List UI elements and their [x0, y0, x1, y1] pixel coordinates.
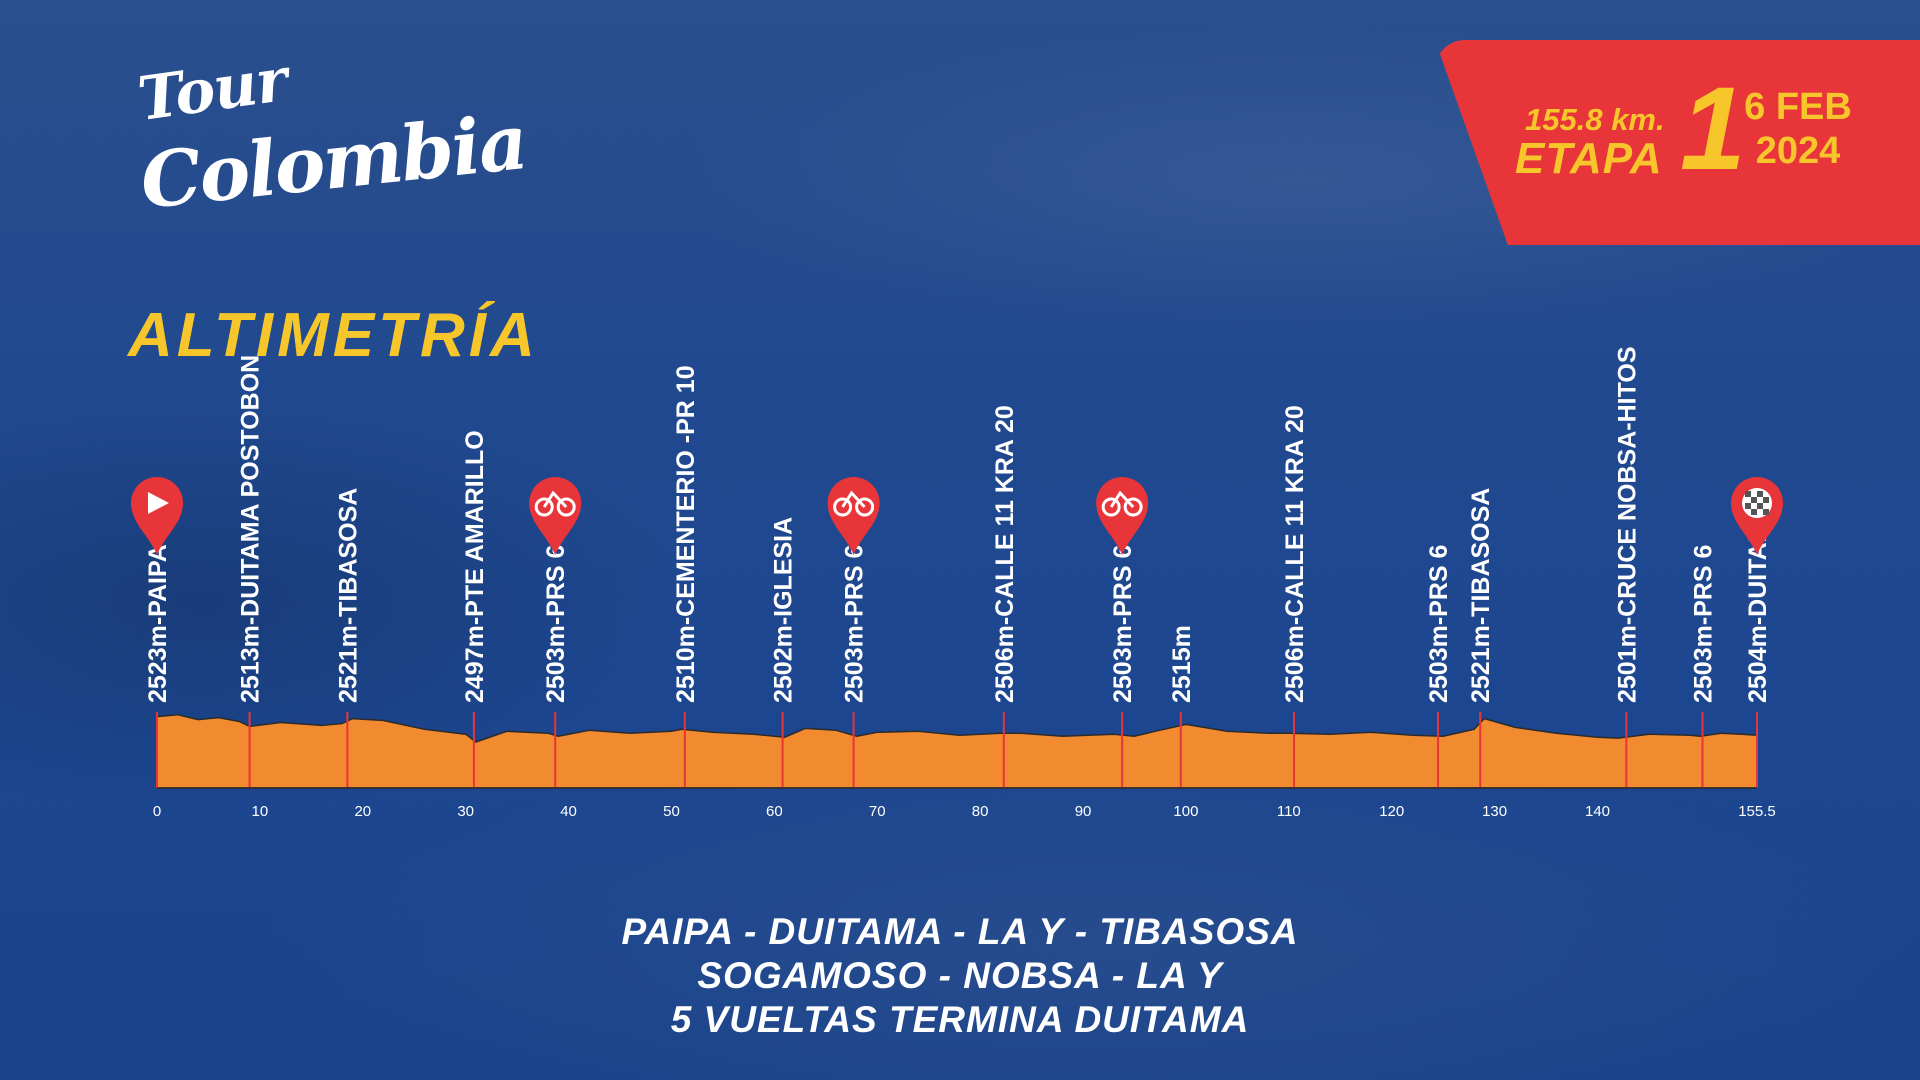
- section-title: ALTIMETRÍA: [128, 301, 539, 370]
- x-tick-label: 90: [1075, 803, 1092, 820]
- stage-banner: [1435, 40, 1920, 245]
- waypoint-label: 2503m-PRS 6: [542, 545, 570, 703]
- checker-square: [1763, 509, 1769, 515]
- waypoint-label: 2497m-PTE AMARILLO: [461, 430, 489, 703]
- checker-square: [1751, 497, 1757, 503]
- x-tick-label: 60: [766, 803, 783, 820]
- route-description: PAIPA - DUITAMA - LA Y - TIBASOSA SOGAMO…: [460, 910, 1460, 1042]
- checker-square: [1757, 503, 1763, 509]
- waypoint-label: 2521m-TIBASOSA: [1467, 488, 1495, 703]
- waypoint-label: 2502m-IGLESIA: [770, 517, 798, 703]
- bike-frame-icon: [841, 490, 866, 509]
- bike-frame-icon: [1109, 490, 1135, 509]
- stage-label: ETAPA: [1515, 134, 1663, 183]
- bike-wheel-icon: [1101, 497, 1121, 517]
- x-tick-label: 140: [1585, 803, 1610, 820]
- route-line: 5 VUELTAS TERMINA DUITAMA: [670, 999, 1250, 1040]
- elevation-area: [156, 713, 1758, 789]
- waypoint-label: 2503m-PRS 6: [1689, 545, 1717, 703]
- x-tick-label: 10: [252, 803, 269, 820]
- x-tick-label: 20: [354, 803, 371, 820]
- sprint-pin-icon: [529, 477, 582, 555]
- stage-date-year: 2024: [1755, 129, 1841, 172]
- bike-wheel-icon: [833, 497, 853, 517]
- waypoint-label: 2503m-PRS 6: [841, 545, 869, 703]
- bike-wheel-icon: [1123, 497, 1143, 517]
- route-line: PAIPA - DUITAMA - LA Y - TIBASOSA: [621, 911, 1299, 952]
- waypoint-label: 2510m-CEMENTERIO -PR 10: [672, 365, 700, 703]
- bike-wheel-icon: [855, 497, 875, 517]
- x-tick-label: 120: [1379, 803, 1404, 820]
- waypoint-label: 2515m: [1168, 625, 1196, 703]
- start-pin-icon: [131, 477, 183, 555]
- x-tick-label: 130: [1482, 803, 1507, 820]
- bike-wheel-icon: [534, 497, 554, 517]
- checker-square: [1745, 491, 1751, 497]
- checker-square: [1751, 509, 1757, 515]
- stage-date-day-month: 6 FEB: [1744, 86, 1852, 128]
- waypoint-label: 2501m-CRUCE NOBSA-HITOS: [1613, 346, 1641, 703]
- waypoint-label: 2521m-TIBASOSA: [334, 488, 362, 703]
- checker-square: [1757, 491, 1763, 497]
- waypoint-label: 2506m-CALLE 11 KRA 20: [1281, 405, 1309, 703]
- x-tick-label: 155.5: [1738, 803, 1776, 820]
- x-tick-label: 110: [1277, 803, 1301, 820]
- waypoint-label: 2523m-PAIPA: [144, 544, 172, 703]
- x-tick-label: 0: [153, 803, 161, 820]
- checker-square: [1763, 497, 1769, 503]
- waypoint-label: 2503m-PRS 6: [1109, 545, 1137, 703]
- x-tick-label: 80: [972, 803, 989, 820]
- sprint-pin-icon: [827, 477, 880, 555]
- sprint-pin-icon: [1096, 477, 1149, 555]
- x-tick-label: 100: [1173, 803, 1198, 820]
- waypoint-label: 2503m-PRS 6: [1425, 545, 1453, 703]
- stage-distance: 155.8 km.: [1525, 102, 1665, 137]
- bike-frame-icon: [542, 490, 568, 509]
- x-tick-label: 50: [663, 803, 680, 820]
- route-line: SOGAMOSO - NOBSA - LA Y: [697, 955, 1223, 996]
- x-tick-label: 70: [869, 803, 886, 820]
- waypoint-label: 2513m-DUITAMA POSTOBON: [237, 355, 265, 703]
- x-tick-label: 30: [457, 803, 474, 820]
- bike-wheel-icon: [556, 497, 576, 517]
- checker-square: [1745, 503, 1751, 509]
- x-tick-label: 40: [560, 803, 577, 820]
- stage-date: 6 FEB 2024: [1738, 86, 1858, 173]
- play-icon: [148, 492, 169, 514]
- waypoint-label: 2506m-CALLE 11 KRA 20: [991, 405, 1019, 703]
- stage-number: 1: [1680, 63, 1746, 195]
